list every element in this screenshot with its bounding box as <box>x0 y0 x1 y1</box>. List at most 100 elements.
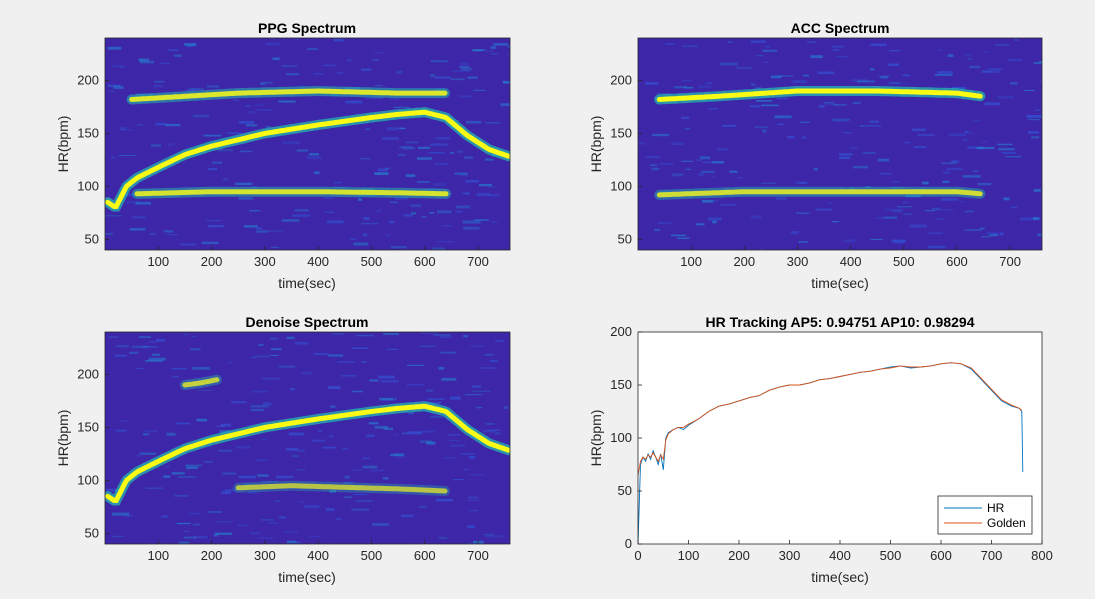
spectrum-speckle <box>654 228 660 231</box>
ridge-core <box>129 88 448 102</box>
spectrum-speckle <box>112 512 130 516</box>
spectrum-speckle <box>396 70 403 74</box>
spectrum-speckle <box>456 150 463 153</box>
spectrum-speckle <box>382 137 399 140</box>
spectrum-speckle <box>333 182 342 184</box>
x-tick-label: 300 <box>254 254 276 269</box>
spectrum-speckle <box>471 49 486 51</box>
spectrum-speckle <box>917 134 935 136</box>
spectrum-speckle <box>681 45 698 47</box>
spectrum-speckle <box>455 205 470 209</box>
spectrum-speckle <box>370 469 385 472</box>
spectrum-speckle <box>455 210 463 213</box>
spectrum-speckle <box>466 543 484 544</box>
spectrum-speckle <box>977 147 995 150</box>
spectrum-speckle <box>246 124 257 127</box>
ridge-core <box>134 189 449 197</box>
spectrum-speckle <box>487 429 501 431</box>
y-tick-label: 100 <box>77 178 99 193</box>
spectrum-speckle <box>794 181 809 184</box>
spectrum-speckle <box>1037 233 1042 237</box>
ridge-hr <box>105 401 510 506</box>
spectrum-speckle <box>416 181 430 183</box>
spectrum-speckle <box>491 53 498 55</box>
spectrum-speckle <box>419 332 438 334</box>
spectrum-speckle <box>330 405 336 408</box>
spectrum-speckle <box>453 479 464 481</box>
spectrum-speckle <box>109 90 115 92</box>
spectrum-speckle <box>430 415 447 418</box>
spectrum-speckle <box>894 242 904 244</box>
spectrum-speckle <box>363 217 370 220</box>
spectrum-speckle <box>388 221 395 224</box>
spectrum-speckle <box>403 214 413 217</box>
spectrum-speckle <box>308 536 320 538</box>
spectrum-speckle <box>224 489 238 492</box>
spectrum-speckle <box>207 511 223 514</box>
spectrum-speckle <box>426 441 436 445</box>
x-tick-label: 700 <box>981 548 1003 563</box>
spectrum-speckle <box>419 345 436 347</box>
hr-tracking-title: HR Tracking AP5: 0.94751 AP10: 0.98294 <box>705 314 974 330</box>
spectrum-speckle <box>441 377 457 381</box>
spectrum-speckle <box>905 195 921 198</box>
spectrum-speckle <box>251 390 268 393</box>
spectrum-speckle <box>281 219 300 222</box>
spectrum-speckle <box>967 146 984 149</box>
spectrum-speckle <box>485 535 504 538</box>
spectrum-speckle <box>488 186 496 188</box>
ridge-core <box>656 189 983 198</box>
spectrum-speckle <box>843 132 853 134</box>
spectrum-speckle <box>465 192 470 195</box>
spectrum-speckle <box>250 405 269 408</box>
spectrum-speckle <box>487 194 500 197</box>
spectrum-speckle <box>1028 131 1039 134</box>
acc-spectrum-frame <box>637 37 1043 251</box>
legend-box <box>937 495 1033 535</box>
spectrum-speckle <box>817 71 835 75</box>
spectrum-speckle <box>205 219 222 222</box>
spectrum-speckle <box>406 431 423 435</box>
spectrum-speckle <box>438 366 444 370</box>
spectrum-speckle <box>227 132 242 134</box>
spectrum-speckle <box>402 147 416 150</box>
spectrum-speckle <box>707 217 722 221</box>
spectrum-speckle <box>672 173 684 177</box>
spectrum-speckle <box>877 75 891 78</box>
spectrum-speckle <box>432 247 445 250</box>
spectrum-speckle <box>652 133 669 137</box>
spectrum-speckle <box>215 521 233 523</box>
spectrum-speckle <box>823 101 834 104</box>
spectrum-speckle <box>207 445 212 448</box>
spectrum-speckle <box>969 65 980 69</box>
spectrum-speckle <box>129 351 138 354</box>
spectrum-speckle <box>132 216 146 219</box>
spectrum-speckle <box>110 156 115 159</box>
spectrum-speckle <box>720 62 738 66</box>
spectrum-speckle <box>238 197 253 200</box>
spectrum-speckle <box>107 46 122 50</box>
spectrum-speckle <box>852 79 868 82</box>
spectrum-speckle <box>172 376 180 378</box>
spectrum-speckle <box>255 109 272 111</box>
spectrum-speckle <box>927 245 946 249</box>
spectrum-speckle <box>967 58 972 60</box>
spectrum-speckle <box>372 59 379 61</box>
spectrum-speckle <box>931 207 940 210</box>
spectrum-speckle <box>467 525 475 528</box>
spectrum-speckle <box>112 535 124 538</box>
spectrum-speckle <box>222 472 236 475</box>
spectrum-speckle <box>450 396 461 400</box>
spectrum-speckle <box>935 209 954 211</box>
spectrum-speckle <box>671 142 684 146</box>
spectrum-speckle <box>313 171 320 175</box>
x-tick-label: 200 <box>733 254 755 269</box>
spectrum-speckle <box>212 161 223 164</box>
spectrum-speckle <box>651 167 660 171</box>
spectrum-speckle <box>201 241 219 245</box>
spectrum-speckle <box>322 446 336 449</box>
ppg-spectrum-xlabel: time(sec) <box>278 275 336 291</box>
spectrum-speckle <box>301 371 313 375</box>
spectrum-speckle <box>243 225 258 228</box>
spectrum-speckle <box>891 187 906 189</box>
